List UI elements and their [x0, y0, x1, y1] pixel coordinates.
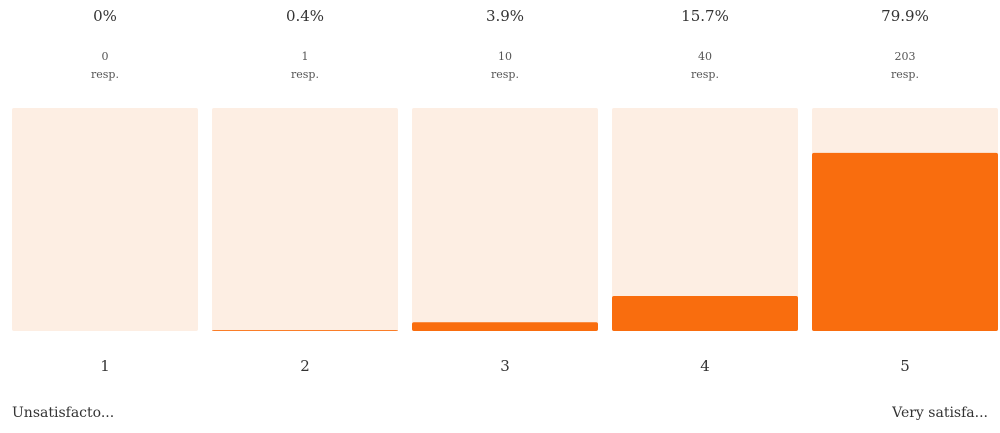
percent-label: 15.7% [681, 7, 729, 25]
percent-label: 0.4% [286, 7, 324, 25]
bar [412, 322, 598, 331]
response-count: 40 [698, 50, 712, 63]
bar-track [412, 108, 598, 331]
category-label: 5 [900, 357, 910, 375]
response-count: 1 [302, 50, 309, 63]
bar-track [12, 108, 198, 331]
bar [212, 330, 398, 331]
response-count: 10 [498, 50, 512, 63]
bar [612, 295, 798, 331]
category-label: 1 [100, 357, 110, 375]
percent-label: 3.9% [486, 7, 524, 25]
response-unit: resp. [491, 68, 519, 81]
scale-low-label: Unsatisfacto... [12, 405, 114, 421]
percent-label: 79.9% [881, 7, 929, 25]
bar-track [612, 108, 798, 331]
response-unit: resp. [291, 68, 319, 81]
bar [812, 152, 998, 331]
response-unit: resp. [691, 68, 719, 81]
percent-label: 0% [93, 7, 117, 25]
scale-high-label: Very satisfa... [891, 405, 988, 421]
response-unit: resp. [891, 68, 919, 81]
response-count: 203 [895, 50, 916, 63]
response-count: 0 [102, 50, 109, 63]
category-label: 3 [500, 357, 510, 375]
bar-track [212, 108, 398, 331]
response-unit: resp. [91, 68, 119, 81]
category-label: 4 [700, 357, 710, 375]
category-label: 2 [300, 357, 310, 375]
